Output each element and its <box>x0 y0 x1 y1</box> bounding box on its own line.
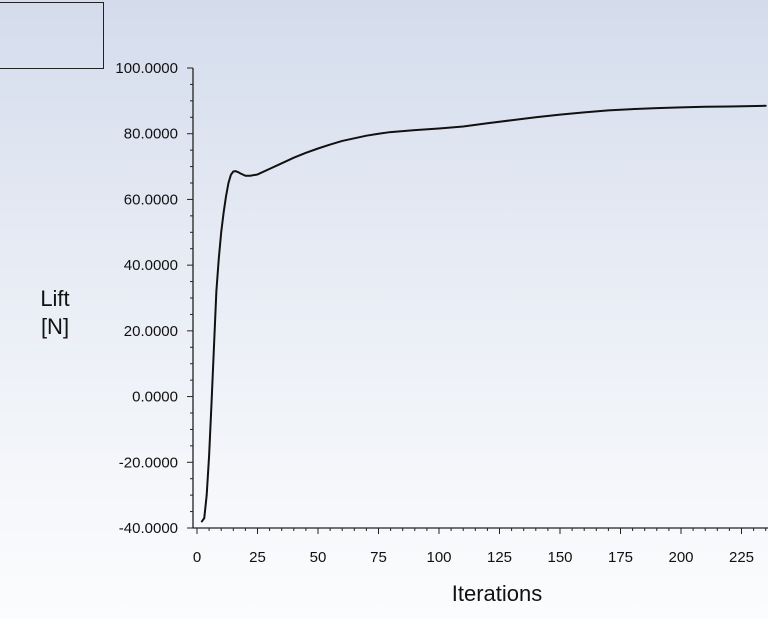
x-tick-label: 50 <box>310 549 327 566</box>
x-tick-label: 225 <box>729 549 754 566</box>
y-tick-label: 60.0000 <box>124 191 178 208</box>
x-tick-label: 0 <box>193 549 201 566</box>
y-tick-label: -40.0000 <box>119 520 178 537</box>
y-tick-label: 100.0000 <box>115 60 178 77</box>
x-tick-label: 125 <box>487 549 512 566</box>
x-axis: 0 25 50 75 100 125 150 175 200 225 <box>193 527 768 566</box>
x-tick-label: 25 <box>249 549 266 566</box>
y-axis: 100.0000 80.0000 60.0000 40.0000 20.0000 0.00… <box>115 60 194 537</box>
series-group <box>200 104 767 523</box>
x-tick-label: 150 <box>547 549 572 566</box>
y-tick-label: 0.0000 <box>132 389 178 406</box>
x-tick-label: 175 <box>608 549 633 566</box>
y-axis-title-line1: Lift <box>40 286 69 311</box>
y-tick-label: -20.0000 <box>119 454 178 471</box>
y-tick-label: 40.0000 <box>124 257 178 274</box>
y-tick-label: 20.0000 <box>124 323 178 340</box>
x-tick-label: 100 <box>426 549 451 566</box>
x-axis-title: Iterations <box>452 581 543 606</box>
series-line <box>200 104 767 523</box>
legend-box <box>0 2 104 69</box>
x-tick-label: 200 <box>668 549 693 566</box>
y-axis-title-line2: [N] <box>41 314 69 339</box>
x-tick-label: 75 <box>370 549 387 566</box>
y-tick-label: 80.0000 <box>124 126 178 143</box>
